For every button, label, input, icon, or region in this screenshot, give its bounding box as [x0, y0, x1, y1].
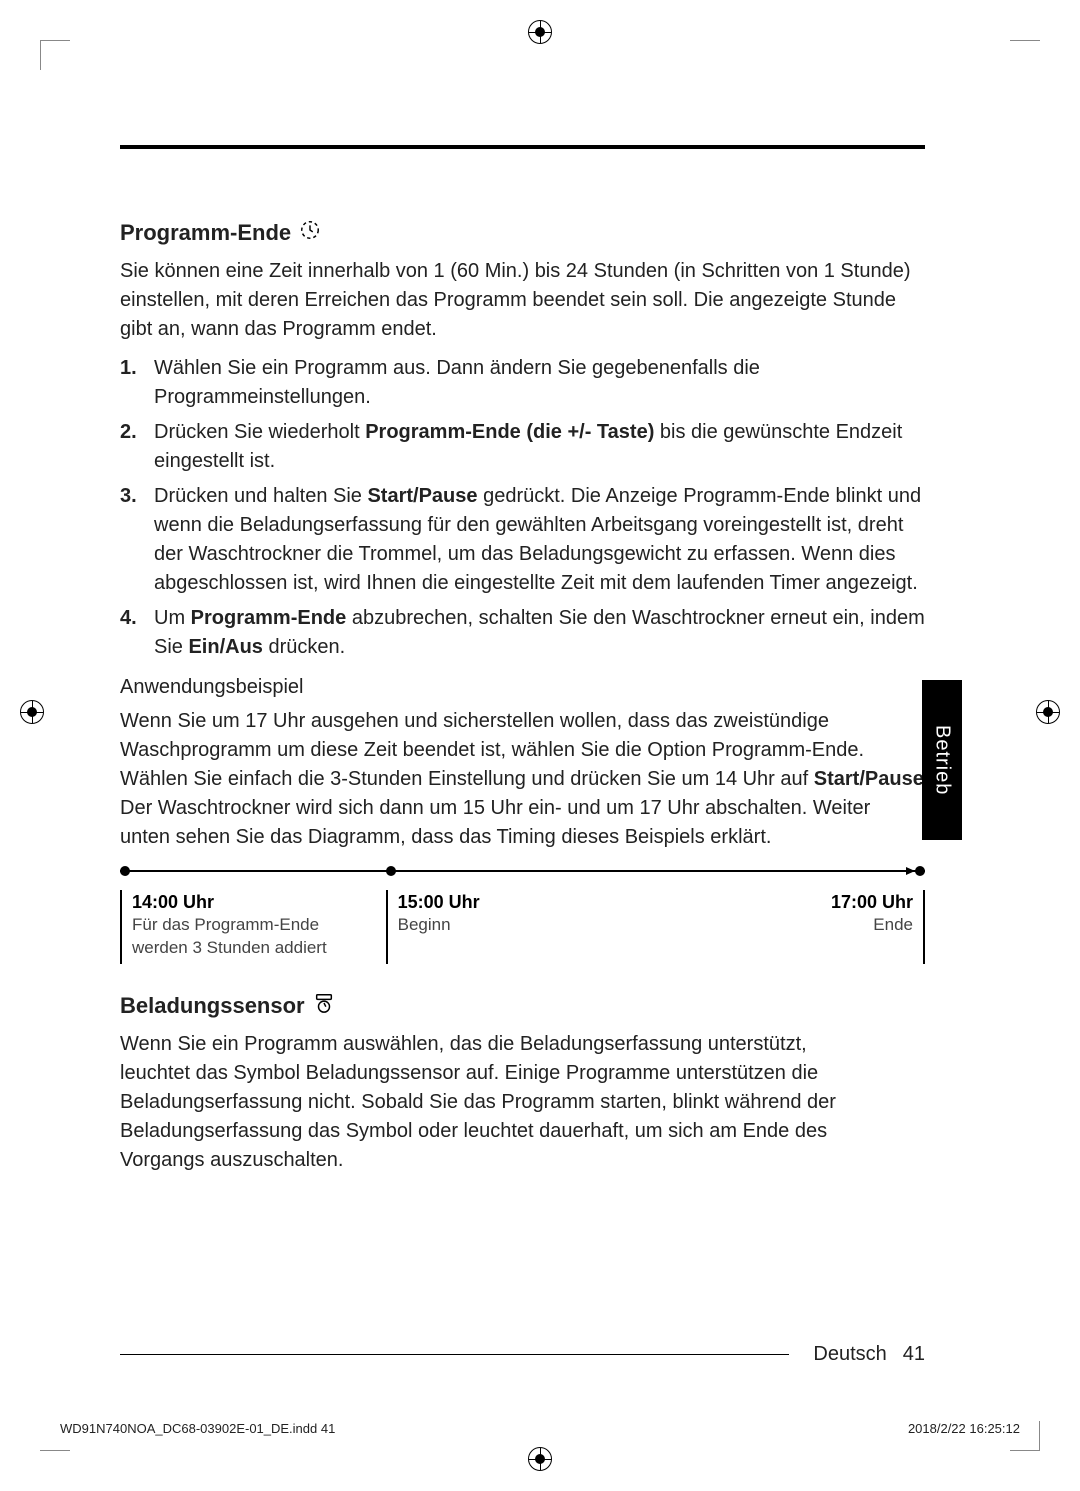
- registration-mark: [1036, 700, 1060, 724]
- footer-rule: [120, 1354, 789, 1355]
- timeline-line: [120, 870, 925, 880]
- beladungssensor-paragraph: Wenn Sie ein Programm auswählen, das die…: [120, 1030, 840, 1175]
- print-datetime: 2018/2/22 16:25:12: [908, 1421, 1020, 1436]
- page-footer: Deutsch 41: [120, 1343, 925, 1366]
- crop-mark: [1010, 40, 1040, 70]
- timeline-caption: Beginn: [398, 914, 799, 937]
- heading-programm-ende: Programm-Ende: [120, 219, 925, 247]
- heading-text: Beladungssensor: [120, 993, 305, 1019]
- step-2: Drücken Sie wiederholt Programm-Ende (di…: [120, 418, 925, 476]
- clock-icon: [299, 219, 321, 247]
- footer-language: Deutsch: [813, 1343, 886, 1366]
- timeline-labels: 14:00 Uhr Für das Programm-Ende werden 3…: [120, 890, 925, 964]
- timeline-dot: [386, 866, 396, 876]
- arrow-icon: [906, 867, 915, 875]
- registration-mark: [20, 700, 44, 724]
- timeline-point-1: 14:00 Uhr Für das Programm-Ende werden 3…: [120, 890, 386, 964]
- top-divider: [120, 145, 925, 149]
- timeline-time: 15:00 Uhr: [398, 890, 799, 914]
- step-1: Wählen Sie ein Programm aus. Dann ändern…: [120, 354, 925, 412]
- footer-page-number: 41: [903, 1343, 925, 1366]
- print-file: WD91N740NOA_DC68-03902E-01_DE.indd 41: [60, 1421, 335, 1436]
- steps-list: Wählen Sie ein Programm aus. Dann ändern…: [120, 354, 925, 662]
- timeline-diagram: 14:00 Uhr Für das Programm-Ende werden 3…: [120, 870, 925, 964]
- timeline-dot: [915, 866, 925, 876]
- timeline-caption: Für das Programm-Ende werden 3 Stunden a…: [132, 914, 370, 960]
- timeline-time: 17:00 Uhr: [831, 890, 913, 914]
- timeline-caption: Ende: [831, 914, 913, 937]
- timeline-point-2: 15:00 Uhr Beginn: [386, 890, 815, 964]
- timeline-time: 14:00 Uhr: [132, 890, 370, 914]
- intro-paragraph: Sie können eine Zeit innerhalb von 1 (60…: [120, 257, 925, 344]
- step-3: Drücken und halten Sie Start/Pause gedrü…: [120, 482, 925, 598]
- print-metadata: WD91N740NOA_DC68-03902E-01_DE.indd 41 20…: [60, 1421, 1020, 1436]
- registration-mark: [528, 1447, 552, 1471]
- heading-text: Programm-Ende: [120, 220, 291, 246]
- registration-mark: [528, 20, 552, 44]
- scale-icon: [313, 992, 335, 1020]
- example-paragraph: Wenn Sie um 17 Uhr ausgehen und sicherst…: [120, 707, 925, 852]
- crop-mark: [40, 40, 70, 70]
- step-4: Um Programm-Ende abzubrechen, schalten S…: [120, 604, 925, 662]
- example-heading: Anwendungsbeispiel: [120, 676, 925, 699]
- heading-beladungssensor: Beladungssensor: [120, 992, 925, 1020]
- timeline-point-3: 17:00 Uhr Ende: [815, 890, 925, 964]
- page-content: Programm-Ende Sie können eine Zeit inner…: [120, 145, 925, 1185]
- side-tab: Betrieb: [922, 680, 962, 840]
- timeline-dot: [120, 866, 130, 876]
